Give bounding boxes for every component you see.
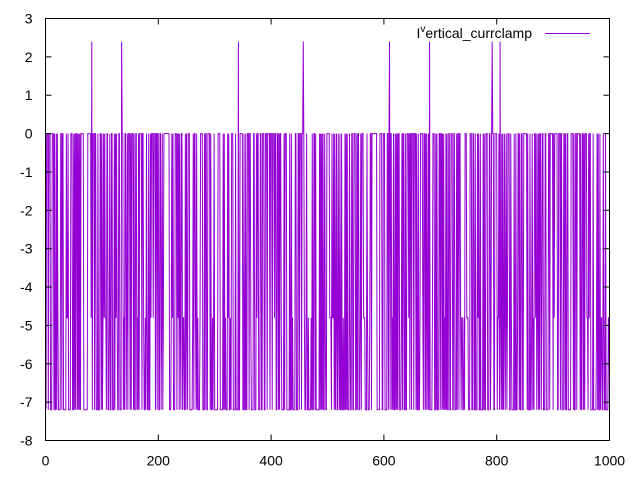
tick-marks (45, 18, 610, 441)
x-tick-label: 400 (259, 453, 283, 469)
y-tick-label: -7 (20, 394, 33, 410)
y-tick-label: 1 (25, 87, 33, 103)
y-tick-label: -5 (20, 317, 33, 333)
y-tick-label: -2 (20, 202, 33, 218)
series-line (45, 41, 610, 411)
y-tick-label: 3 (25, 11, 33, 27)
y-tick-label: -6 (20, 356, 33, 372)
x-tick-label: 200 (147, 453, 171, 469)
y-tick-label: -3 (20, 241, 33, 257)
legend: Ivertical_currclamp (417, 24, 590, 41)
y-tick-label: -4 (20, 279, 33, 295)
x-tick-label: 0 (42, 453, 50, 469)
y-tick-label: 0 (25, 126, 33, 142)
data-layer (45, 41, 610, 411)
x-tick-label: 800 (485, 453, 509, 469)
tick-labels: 0 200 400 600 800 1000 3 2 1 0 -1 -2 -3 -4 -5 -6 -7 -8 (20, 11, 625, 469)
y-tick-label: -8 (20, 433, 33, 449)
x-tick-label: 600 (372, 453, 396, 469)
x-tick-label: 1000 (594, 453, 625, 469)
y-tick-label: 2 (25, 49, 33, 65)
y-tick-label: -1 (20, 164, 33, 180)
legend-entry-label: Ivertical_currclamp (417, 24, 533, 41)
plot-frame (45, 18, 610, 441)
